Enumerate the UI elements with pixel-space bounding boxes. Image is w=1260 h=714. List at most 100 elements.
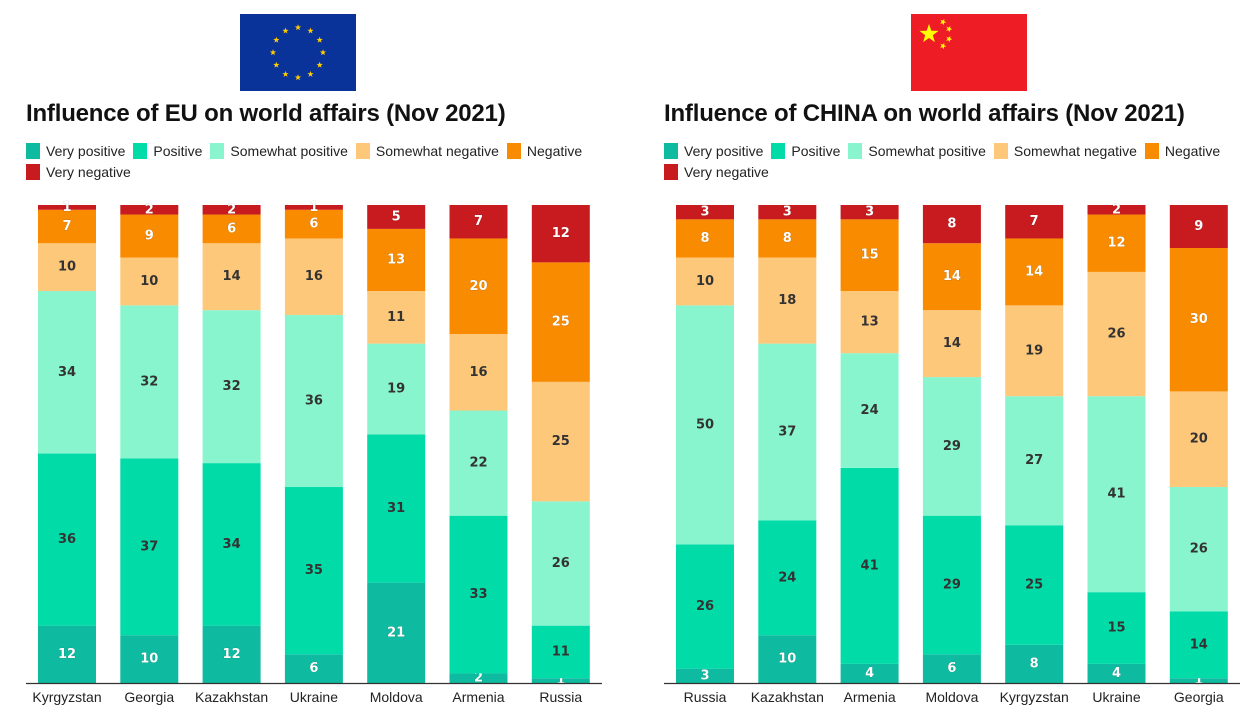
bar-segment-negative bbox=[1005, 238, 1064, 306]
data-label: 14 bbox=[943, 336, 961, 351]
data-label: 3 bbox=[865, 205, 874, 220]
bar-segment-positive bbox=[449, 515, 508, 674]
bar-segment-negative bbox=[1087, 214, 1146, 272]
bar-segment-very-negative bbox=[758, 205, 817, 220]
legend-item-somewhat-negative: Somewhat negative bbox=[355, 142, 499, 159]
bar-segment-somewhat-negative bbox=[202, 243, 261, 311]
data-label: 9 bbox=[145, 229, 154, 244]
bar-segment-somewhat-negative bbox=[922, 310, 981, 378]
china-flag-stars bbox=[919, 18, 953, 50]
data-label: 34 bbox=[223, 537, 241, 552]
bar-group: 2 33 22 16 20 7 bbox=[449, 205, 508, 686]
bar-segment-positive bbox=[367, 434, 426, 583]
legend-item-positive: Positive bbox=[771, 142, 840, 159]
bar-segment-positive bbox=[1087, 592, 1146, 664]
bar-segment-very-negative bbox=[840, 205, 899, 220]
bar-group: 10 37 32 10 9 2 bbox=[120, 202, 179, 683]
eu-chart-panel: Influence of EU on world affairs (Nov 20… bbox=[0, 0, 620, 714]
legend-item-negative: Negative bbox=[1144, 142, 1221, 159]
legend-label: Negative bbox=[1164, 142, 1221, 159]
bar-segment-positive bbox=[758, 520, 817, 636]
legend-label: Very positive bbox=[46, 142, 126, 159]
china-flag-icon bbox=[911, 14, 1027, 91]
bar-segment-positive bbox=[38, 453, 96, 626]
bar-segment-somewhat-positive bbox=[449, 410, 508, 516]
bar-segment-very-positive bbox=[840, 663, 899, 683]
bar-segment-somewhat-positive bbox=[676, 305, 734, 545]
data-label: 20 bbox=[1190, 432, 1208, 447]
data-label: 8 bbox=[783, 231, 792, 246]
x-tick-label: Moldova bbox=[370, 689, 423, 705]
star-icon bbox=[273, 36, 280, 43]
bar-segment-very-positive bbox=[922, 654, 981, 683]
data-label: 34 bbox=[58, 365, 76, 380]
x-tick-label: Georgia bbox=[124, 689, 174, 705]
x-tick-label: Ukraine bbox=[1092, 689, 1140, 705]
data-label: 24 bbox=[861, 403, 879, 418]
star-icon bbox=[273, 61, 280, 68]
star-icon bbox=[269, 49, 277, 56]
data-label: 15 bbox=[861, 248, 879, 263]
bar-segment-somewhat-negative bbox=[840, 291, 899, 354]
data-label: 8 bbox=[947, 217, 956, 232]
star-icon bbox=[282, 70, 289, 77]
bar-segment-positive bbox=[676, 544, 734, 669]
eu-stacked-bar-chart: 1236341071Kyrgyzstan1037321092Georgia123… bbox=[26, 200, 602, 705]
data-label: 6 bbox=[309, 217, 318, 232]
data-label: 7 bbox=[1030, 214, 1039, 229]
legend-item-very-negative: Very negative bbox=[664, 163, 769, 180]
bar-segment-somewhat-negative bbox=[449, 334, 508, 411]
data-label: 25 bbox=[552, 434, 570, 449]
data-label: 18 bbox=[778, 293, 796, 308]
bar-segment-somewhat-positive bbox=[758, 343, 817, 521]
legend-label: Very negative bbox=[684, 163, 769, 180]
bar-segment-somewhat-negative bbox=[1087, 271, 1146, 397]
bar-segment-negative bbox=[449, 238, 508, 335]
bar-group: 4 15 41 26 12 2 bbox=[1087, 202, 1146, 683]
x-tick-label: Ukraine bbox=[290, 689, 338, 705]
star-icon bbox=[316, 61, 323, 68]
data-label: 21 bbox=[387, 625, 405, 640]
data-label: 25 bbox=[1025, 578, 1043, 593]
x-tick-label: Russia bbox=[684, 689, 727, 705]
data-label: 5 bbox=[392, 209, 401, 224]
data-label: 19 bbox=[1025, 343, 1043, 358]
legend-label: Somewhat positive bbox=[230, 142, 348, 159]
bar-segment-very-positive bbox=[758, 635, 817, 683]
bar-segment-very-negative bbox=[367, 205, 426, 229]
data-label: 30 bbox=[1190, 312, 1208, 327]
star-icon bbox=[940, 42, 947, 50]
bar-segment-negative bbox=[367, 228, 426, 292]
data-label: 41 bbox=[861, 558, 879, 573]
data-label: 26 bbox=[1190, 542, 1208, 557]
data-label: 11 bbox=[552, 644, 570, 659]
bar-segment-negative bbox=[922, 243, 981, 311]
bar-segment-positive bbox=[531, 625, 590, 679]
bar-group: 8 25 27 19 14 7 bbox=[1005, 205, 1064, 683]
china-flag-background bbox=[911, 14, 1027, 91]
data-label: 12 bbox=[58, 647, 76, 662]
bar-segment-somewhat-positive bbox=[1005, 396, 1064, 526]
data-label: 37 bbox=[778, 425, 796, 440]
data-label: 29 bbox=[943, 578, 961, 593]
data-label: 4 bbox=[1112, 666, 1121, 681]
china-chart-panel: Influence of CHINA on world affairs (Nov… bbox=[638, 0, 1258, 714]
star-icon bbox=[946, 35, 953, 43]
bar-group: 3 26 50 10 8 3 bbox=[676, 204, 734, 684]
star-icon bbox=[282, 27, 289, 34]
star-icon bbox=[294, 74, 302, 81]
data-label: 3 bbox=[783, 205, 792, 220]
legend-item-somewhat-negative: Somewhat negative bbox=[993, 142, 1137, 159]
bar-segment-somewhat-positive bbox=[367, 343, 426, 435]
data-label: 12 bbox=[552, 226, 570, 241]
bar-segment-very-positive bbox=[449, 673, 508, 683]
bar-segment-very-positive bbox=[367, 582, 426, 683]
legend-swatch bbox=[355, 142, 370, 159]
data-label: 9 bbox=[1194, 219, 1203, 234]
bar-segment-very-positive bbox=[38, 625, 96, 683]
bar-segment-somewhat-positive bbox=[840, 353, 899, 468]
china-stacked-bar-chart: 326501083Russia1024371883Kazakhstan44124… bbox=[664, 202, 1240, 705]
data-label: 8 bbox=[700, 231, 709, 246]
bar-segment-very-negative bbox=[449, 205, 508, 239]
